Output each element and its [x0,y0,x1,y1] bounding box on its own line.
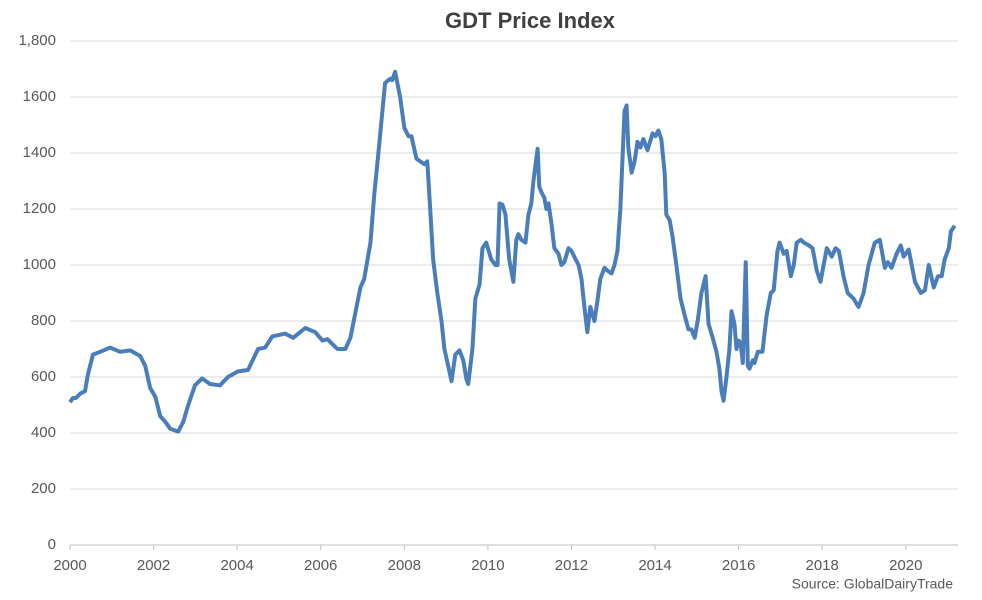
x-tick-label: 2010 [471,557,504,574]
y-tick-label: 1600 [23,88,56,105]
price-line [68,69,957,434]
x-tick-label: 2018 [806,557,839,574]
x-tick-label: 2006 [304,557,337,574]
chart-title: GDT Price Index [445,8,616,33]
x-tick-label: 2014 [638,557,671,574]
y-tick-label: 600 [31,368,56,385]
x-tick-label: 2020 [889,557,922,574]
y-tick-label: 1,800 [18,32,56,49]
x-tick-label: 2008 [388,557,421,574]
x-tick-label: 2002 [137,557,170,574]
x-tick-label: 2004 [220,557,253,574]
y-tick-label: 400 [31,424,56,441]
y-tick-label: 1200 [23,200,56,217]
y-tick-label: 0 [48,536,56,553]
y-tick-label: 1000 [23,256,56,273]
x-tick-label: 2012 [555,557,588,574]
source-note: Source: GlobalDairyTrade [792,576,954,592]
x-tick-label: 2000 [53,557,86,574]
y-tick-label: 200 [31,480,56,497]
y-tick-label: 800 [31,312,56,329]
x-tick-label: 2016 [722,557,755,574]
y-tick-label: 1400 [23,144,56,161]
